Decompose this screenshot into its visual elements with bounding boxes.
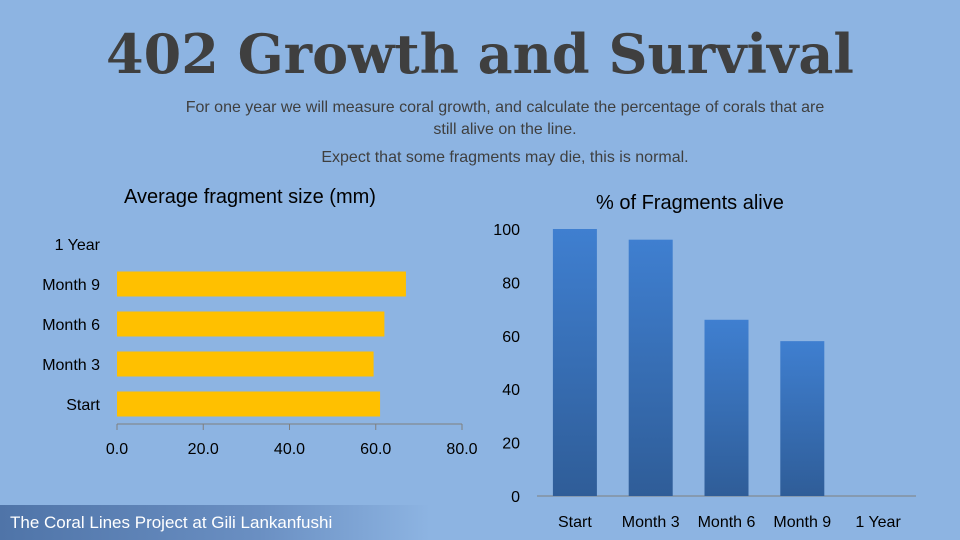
x-tick-label: 40.0	[274, 441, 305, 458]
category-label: Start	[66, 397, 100, 414]
x-tick-label: 60.0	[360, 441, 391, 458]
y-tick-label: 60	[502, 329, 520, 346]
x-tick-label: 0.0	[106, 441, 128, 458]
x-tick-label: 20.0	[188, 441, 219, 458]
category-label: Start	[558, 514, 592, 531]
category-label: 1 Year	[55, 237, 101, 254]
bar	[704, 319, 749, 496]
description-line-2: still alive on the line.	[433, 121, 577, 138]
bar	[117, 351, 374, 377]
category-label: Month 3	[622, 514, 680, 531]
description-line-1: For one year we will measure coral growt…	[185, 99, 825, 116]
category-label: Month 6	[42, 317, 100, 334]
category-label: Month 3	[42, 357, 100, 374]
y-tick-label: 40	[502, 382, 520, 399]
y-tick-label: 100	[493, 222, 520, 239]
bar	[117, 271, 406, 297]
x-tick-label: 80.0	[446, 441, 477, 458]
bar	[780, 341, 825, 496]
footer-text: The Coral Lines Project at Gili Lankanfu…	[10, 513, 333, 532]
category-label: 1 Year	[855, 514, 901, 531]
bar	[117, 311, 385, 337]
bar	[117, 391, 381, 417]
slide-title: 402 Growth and Survival	[106, 22, 854, 86]
bar	[628, 239, 673, 496]
category-label: Month 9	[42, 277, 100, 294]
y-tick-label: 20	[502, 436, 520, 453]
right-chart-title: % of Fragments alive	[596, 192, 784, 214]
category-label: Month 6	[698, 514, 756, 531]
y-tick-label: 80	[502, 275, 520, 292]
footer-banner: The Coral Lines Project at Gili Lankanfu…	[0, 505, 430, 540]
y-tick-label: 0	[511, 489, 520, 506]
description-line-3: Expect that some fragments may die, this…	[321, 149, 689, 166]
bar	[552, 229, 597, 496]
category-label: Month 9	[773, 514, 831, 531]
left-chart-title: Average fragment size (mm)	[124, 186, 376, 208]
